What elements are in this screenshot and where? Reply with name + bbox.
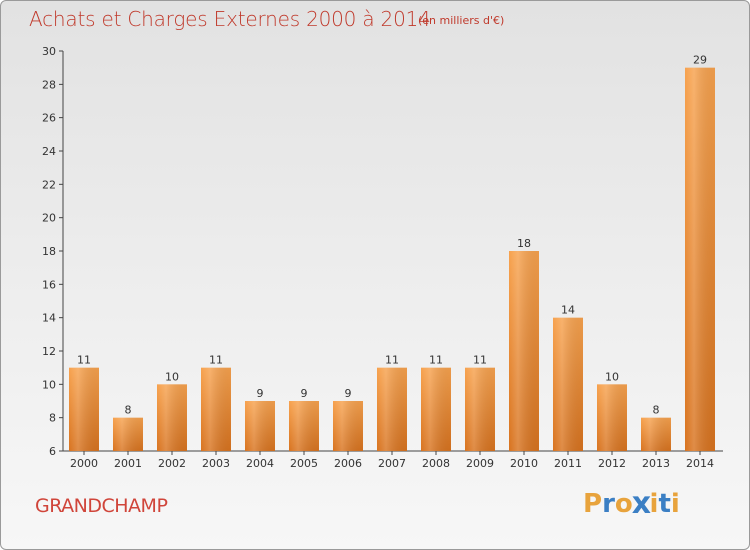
x-tick-label: 2011: [554, 457, 582, 470]
y-tick-label: 28: [42, 78, 56, 91]
bar-value-label: 11: [473, 354, 487, 367]
bar-shine: [289, 401, 319, 451]
y-tick-label: 10: [42, 378, 56, 391]
y-tick-label: 18: [42, 245, 56, 258]
logo-letter: o: [614, 489, 633, 519]
x-tick-label: 2008: [422, 457, 450, 470]
x-tick-label: 2006: [334, 457, 362, 470]
bar-value-label: 10: [605, 370, 619, 383]
bar-value-label: 14: [561, 304, 575, 317]
x-tick-label: 2000: [70, 457, 98, 470]
x-tick-label: 2013: [642, 457, 670, 470]
bar-shine: [685, 67, 715, 452]
bar-shine: [509, 251, 539, 451]
logo-letter: i: [649, 489, 659, 519]
place-name: GRANDCHAMP: [35, 495, 168, 517]
chart-subtitle: (en milliers d'€): [418, 14, 505, 27]
bar-value-label: 18: [517, 237, 531, 250]
logo-letter: x: [631, 486, 651, 522]
y-tick-label: 22: [42, 178, 56, 191]
bar-value-label: 11: [77, 354, 91, 367]
x-tick-label: 2009: [466, 457, 494, 470]
y-tick-label: 8: [49, 412, 56, 425]
y-tick-label: 6: [49, 445, 56, 458]
bar-shine: [377, 367, 407, 451]
y-tick-label: 24: [42, 145, 56, 158]
x-tick-label: 2005: [290, 457, 318, 470]
y-tick-label: 20: [42, 212, 56, 225]
bar-shine: [333, 401, 363, 451]
bar-shine: [641, 417, 671, 451]
x-tick-label: 2007: [378, 457, 406, 470]
logo-letter: i: [670, 489, 680, 519]
bar-value-label: 8: [653, 404, 660, 417]
bar-shine: [465, 367, 495, 451]
y-tick-label: 30: [42, 45, 56, 58]
bar-value-label: 8: [125, 404, 132, 417]
bar-value-label: 11: [429, 354, 443, 367]
chart-axes: 6 8 10 12 14 16 18 20 22 24 26 28 30: [42, 45, 723, 458]
x-tick-label: 2012: [598, 457, 626, 470]
bar-shine: [201, 367, 231, 451]
y-tick-label: 12: [42, 345, 56, 358]
x-tick-label: 2004: [246, 457, 274, 470]
chart-bars: [69, 67, 715, 452]
bar-value-label: 9: [345, 387, 352, 400]
x-tick-label: 2014: [686, 457, 714, 470]
logo-letter: r: [602, 489, 615, 519]
logo-letter: P: [583, 489, 603, 519]
bar-value-label: 11: [209, 354, 223, 367]
x-tick-label: 2002: [158, 457, 186, 470]
bar-shine: [245, 401, 275, 451]
chart-title: Achats et Charges Externes 2000 à 2014: [29, 7, 431, 31]
bar-value-label: 11: [385, 354, 399, 367]
bar-value-label: 29: [693, 54, 707, 67]
y-tick-label: 26: [42, 112, 56, 125]
chart-labels: 11 2000 8 2001 10 2002 11 2003 9 2004 9 2005 9 2006 11…: [70, 54, 714, 470]
bar-shine: [421, 367, 451, 451]
bar-value-label: 9: [301, 387, 308, 400]
x-tick-label: 2001: [114, 457, 142, 470]
bar-value-label: 10: [165, 370, 179, 383]
bar-shine: [69, 367, 99, 451]
bar-shine: [597, 384, 627, 451]
logo-letter: t: [658, 489, 671, 519]
y-tick-label: 14: [42, 312, 56, 325]
x-tick-label: 2010: [510, 457, 538, 470]
bar-shine: [553, 317, 583, 451]
bar-shine: [113, 417, 143, 451]
bar-shine: [157, 384, 187, 451]
bar-value-label: 9: [257, 387, 264, 400]
x-tick-label: 2003: [202, 457, 230, 470]
proxiti-logo: Proxiti: [583, 486, 680, 522]
y-tick-label: 16: [42, 278, 56, 291]
